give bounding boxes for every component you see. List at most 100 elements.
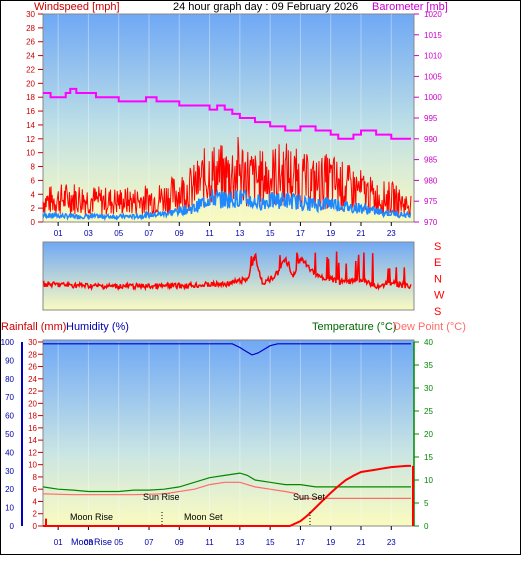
rainfall-tick-label: 14 — [28, 436, 37, 445]
humidity-tick-label: 60 — [5, 412, 14, 421]
barometer-line — [43, 87, 411, 140]
wind-x-tick-label: 01 — [54, 229, 63, 238]
wind-x-tick-label: 23 — [387, 229, 396, 238]
rainfall-tick-label: 6 — [33, 485, 38, 494]
rainfall-tick-label: 28 — [28, 350, 37, 359]
rainfall-tick-label: 0 — [33, 522, 38, 531]
gust-line — [42, 136, 412, 217]
wind-x-tick-label: 21 — [357, 229, 366, 238]
barometer-tick-label: 990 — [424, 135, 438, 144]
windspeed-tick-label: 14 — [26, 121, 35, 130]
wind-x-tick-label: 09 — [175, 229, 184, 238]
humidity-tick-label: 40 — [5, 448, 14, 457]
temperature-ticks: 0 5 10 15 20 25 30 35 40 — [413, 338, 433, 531]
temperature-tick-label: 0 — [424, 522, 429, 531]
rainfall-tick-label: 20 — [28, 399, 37, 408]
temp-panel-grid — [57, 342, 392, 526]
moon-rise-axis-label: Moon — [71, 537, 94, 547]
windspeed-axis-title: Windspeed [mph] — [34, 1, 120, 13]
temp-x-tick-label: 19 — [326, 538, 335, 547]
barometer-tick-label: 1020 — [424, 10, 442, 19]
direction-label: S — [434, 241, 441, 253]
moon-set-label: Moon Set — [184, 512, 223, 522]
humidity-tick-label: 70 — [5, 393, 14, 402]
rainfall-tick-label: 18 — [28, 412, 37, 421]
windspeed-tick-label: 30 — [26, 10, 35, 19]
windspeed-tick-label: 16 — [26, 107, 35, 116]
humidity-tick-label: 20 — [5, 485, 14, 494]
wind-x-tick-label: 17 — [296, 229, 305, 238]
windspeed-tick-label: 8 — [31, 163, 36, 172]
barometer-ticks: 970 975 980 985 990 995 1000 1005 1010 1015 1020 — [414, 10, 442, 227]
humidity-tick-label: 100 — [1, 338, 15, 347]
windspeed-tick-label: 0 — [31, 218, 36, 227]
humidity-tick-label: 0 — [10, 522, 15, 531]
humidity-line — [43, 343, 411, 356]
rise-axis-label: Rise — [94, 537, 112, 547]
temp-x-tick-label: 23 — [387, 538, 396, 547]
dewpoint-axis-title: Dew Point (°C) — [393, 321, 466, 333]
rainfall-tick-label: 30 — [28, 338, 37, 347]
temperature-tick-label: 25 — [424, 407, 433, 416]
humidity-tick-label: 50 — [5, 430, 14, 439]
windspeed-tick-label: 26 — [26, 38, 35, 47]
chart-title: 24 hour graph day : 09 February 2026 — [173, 1, 358, 13]
rainfall-tick-label: 16 — [28, 424, 37, 433]
rainfall-tick-label: 10 — [28, 461, 37, 470]
temp-series — [42, 343, 414, 527]
dewpoint-line — [42, 481, 411, 499]
temp-x-tick-label: 13 — [235, 538, 244, 547]
windspeed-tick-label: 10 — [26, 149, 35, 158]
temp-x-ticks: 01 03 05 07 09 11 13 15 17 19 21 23 — [54, 526, 396, 547]
temperature-tick-label: 5 — [424, 499, 429, 508]
windspeed-tick-label: 28 — [26, 24, 35, 33]
temperature-tick-label: 30 — [424, 384, 433, 393]
sun-set-label: Sun Set — [293, 492, 326, 502]
wind-x-ticks: 01 03 05 07 09 11 13 15 17 19 21 23 — [54, 222, 396, 238]
rainfall-line — [43, 464, 411, 527]
direction-panel-background — [42, 241, 415, 311]
barometer-tick-label: 1000 — [424, 93, 442, 102]
wind-x-tick-label: 03 — [84, 229, 93, 238]
windspeed-tick-label: 2 — [31, 204, 36, 213]
barometer-tick-label: 995 — [424, 114, 438, 123]
temp-x-tick-label: 11 — [205, 538, 214, 547]
windspeed-tick-label: 24 — [26, 52, 35, 61]
temp-x-tick-label: 07 — [145, 538, 154, 547]
humidity-axis-title: Humidity (%) — [66, 321, 129, 333]
temp-x-tick-label: 21 — [357, 538, 366, 547]
rainfall-tick-label: 4 — [33, 497, 38, 506]
humidity-ticks: 0 10 20 30 40 50 60 70 80 90 100 — [1, 338, 15, 531]
wind-x-tick-label: 07 — [145, 229, 154, 238]
rainfall-tick-label: 24 — [28, 375, 37, 384]
rainfall-tick-label: 12 — [28, 448, 37, 457]
windspeed-tick-label: 18 — [26, 93, 35, 102]
barometer-tick-label: 1005 — [424, 72, 442, 81]
rainfall-tick-label: 22 — [28, 387, 37, 396]
temperature-tick-label: 35 — [424, 361, 433, 370]
temperature-axis-title: Temperature (°C) — [312, 321, 396, 333]
direction-label: N — [434, 273, 442, 285]
barometer-axis-title: Barometer [mb] — [372, 1, 448, 13]
barometer-tick-label: 1015 — [424, 31, 442, 40]
temp-x-tick-label: 05 — [114, 538, 123, 547]
direction-label: S — [434, 306, 441, 318]
temp-x-tick-label: 15 — [266, 538, 275, 547]
temp-x-tick-label: 09 — [175, 538, 184, 547]
wind-x-tick-label: 11 — [205, 229, 214, 238]
wind-x-tick-label: 19 — [326, 229, 335, 238]
humidity-tick-label: 10 — [5, 504, 14, 513]
barometer-tick-label: 1010 — [424, 52, 442, 61]
humidity-tick-label: 80 — [5, 375, 14, 384]
rainfall-tick-label: 2 — [33, 510, 38, 519]
windspeed-tick-label: 4 — [31, 190, 36, 199]
average-wind-line — [42, 189, 412, 222]
graph-frame — [0, 0, 521, 555]
sun-rise-label: Sun Rise — [143, 492, 180, 502]
barometer-tick-label: 985 — [424, 156, 438, 165]
barometer-tick-label: 980 — [424, 176, 438, 185]
temp-x-tick-label: 03 — [84, 538, 93, 547]
